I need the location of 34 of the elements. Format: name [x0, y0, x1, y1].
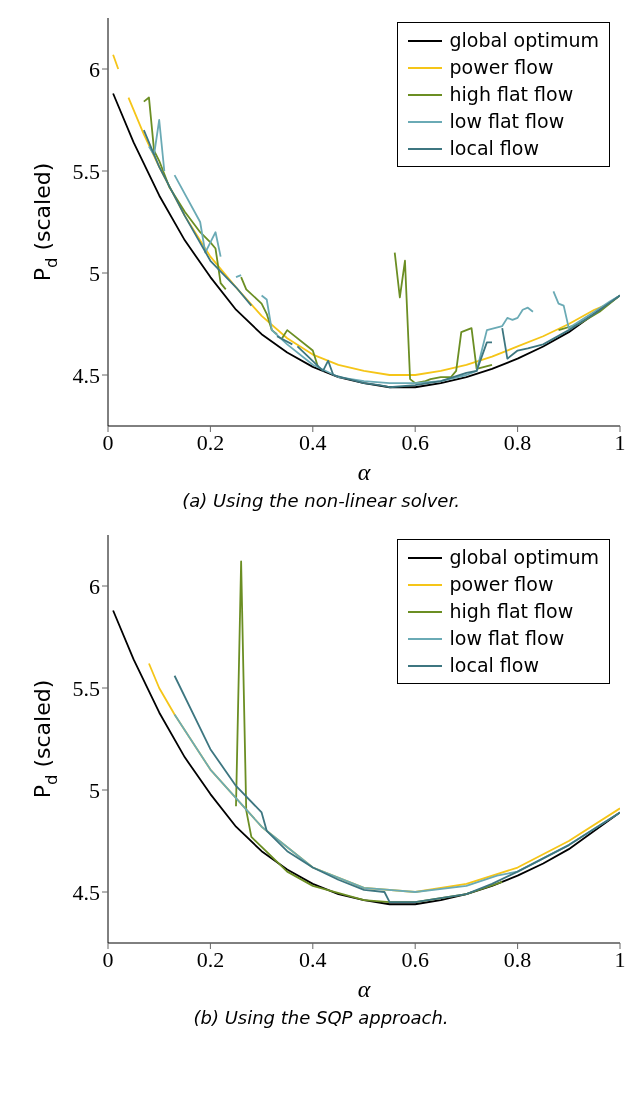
legend-label: power flow [449, 55, 554, 80]
legend-label: global optimum [449, 545, 599, 570]
x-tick-label: 0.6 [401, 946, 429, 972]
legend-label: local flow [449, 136, 539, 161]
y-tick-label: 6 [89, 573, 100, 599]
x-tick-label: 1 [614, 429, 626, 455]
y-tick-label: 4.5 [72, 879, 100, 905]
y-tick-label: 6 [89, 56, 100, 82]
legend-label: high flat flow [449, 599, 574, 624]
legend-label: global optimum [449, 28, 599, 53]
legend-label: low flat flow [449, 626, 565, 651]
legend-label: local flow [449, 653, 539, 678]
x-tick-label: 0.8 [503, 429, 532, 455]
x-tick-label: 1 [614, 946, 626, 972]
x-tick-label: 0.2 [196, 429, 225, 455]
legend-label: high flat flow [449, 82, 574, 107]
x-tick-label: 0.4 [299, 429, 327, 455]
x-tick-label: 0 [102, 946, 114, 972]
y-tick-label: 5 [89, 260, 100, 286]
y-tick-label: 4.5 [72, 362, 100, 388]
y-tick-label: 5.5 [72, 158, 100, 184]
x-tick-label: 0.4 [299, 946, 327, 972]
legend-label: power flow [449, 572, 554, 597]
y-tick-label: 5.5 [72, 675, 100, 701]
y-tick-label: 5 [89, 777, 100, 803]
x-tick-label: 0.8 [503, 946, 532, 972]
x-axis-title: α [357, 459, 371, 485]
x-tick-label: 0.2 [196, 946, 225, 972]
legend-label: low flat flow [449, 109, 565, 134]
x-tick-label: 0 [102, 429, 114, 455]
x-axis-title: α [357, 976, 371, 1002]
text: (b) Using the SQP approach. [192, 1007, 450, 1028]
x-tick-label: 0.6 [401, 429, 429, 455]
text: (a) Using the non-linear solver. [181, 490, 461, 511]
